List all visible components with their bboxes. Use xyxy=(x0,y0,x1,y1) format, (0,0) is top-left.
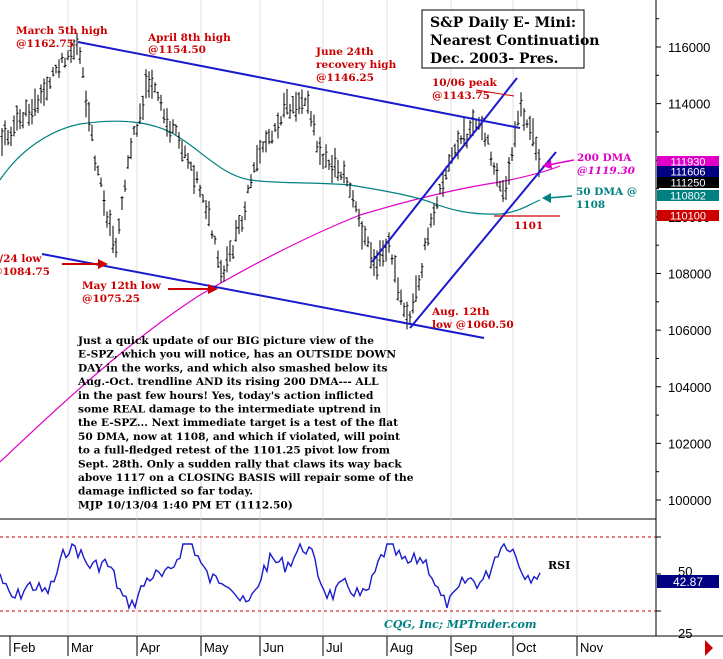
commentary-line: Just a quick update of our BIG picture v… xyxy=(77,335,374,347)
y-tick-label: 100000 xyxy=(668,493,711,508)
ann-oct-peak-2: @1143.75 xyxy=(432,90,490,102)
y-tick-label: 104000 xyxy=(668,380,711,395)
ann-dma200-2: @1119.30 xyxy=(577,165,636,177)
commentary-line: in the past few hours! Yes, today's acti… xyxy=(78,390,374,402)
price-tag-bg xyxy=(657,156,719,167)
x-tick-label: Mar xyxy=(71,640,94,655)
commentary-line: E-SPZ, which you will notice, has an OUT… xyxy=(78,349,396,361)
commentary-line: above 1117 on a CLOSING BASIS will repai… xyxy=(78,472,414,484)
ann-april-high-1: April 8th high xyxy=(147,32,231,44)
rsi-tick-label: 25 xyxy=(678,626,692,641)
price-tag: 111930 xyxy=(670,157,705,169)
arrow-dma200 xyxy=(542,159,575,169)
ann-march-high-2: @1162.75 xyxy=(16,38,74,50)
price-tag-bg xyxy=(657,210,719,221)
month-gridlines xyxy=(67,0,578,636)
commentary: Just a quick update of our BIG picture v… xyxy=(77,335,414,511)
ann-april-high-2: @1154.50 xyxy=(148,44,206,56)
x-tick-label: Jul xyxy=(326,640,343,655)
commentary-line: Sept. 28th. Only a sudden rally that cla… xyxy=(78,458,402,470)
title-line2: Nearest Continuation xyxy=(430,33,599,49)
x-axis: Feb Mar Apr May Jun Jul Aug Sep Oct Nov xyxy=(9,636,604,656)
commentary-line: damage inflicted so far today. xyxy=(78,486,253,498)
ann-june-high-2: recovery high xyxy=(316,59,397,71)
price-tag: 110100 xyxy=(670,211,706,223)
x-tick-label: Apr xyxy=(140,640,161,655)
scroll-right-arrow[interactable] xyxy=(705,640,713,656)
commentary-line: MJP 10/13/04 1:40 PM ET (1112.50) xyxy=(78,499,293,511)
aug-oct-channel-bottom xyxy=(409,151,557,329)
x-tick-label: Feb xyxy=(13,640,35,655)
oct-peak-pointer xyxy=(475,89,515,97)
y-tick-label: 114000 xyxy=(668,97,710,112)
y-tick-label: 102000 xyxy=(668,436,711,451)
ann-pivot: 1101 xyxy=(514,220,543,232)
aug-oct-channel-top xyxy=(371,77,518,263)
commentary-line: some REAL damage to the intermediate upt… xyxy=(78,404,381,416)
ann-oct-peak-1: 10/06 peak xyxy=(432,77,498,89)
title-box xyxy=(421,9,585,69)
x-tick-label: Jun xyxy=(263,640,284,655)
rsi-current-tag-bg xyxy=(657,575,719,588)
price-tag: 111606 xyxy=(670,167,705,179)
title-line3: Dec. 2003- Pres. xyxy=(430,51,559,67)
ann-march-high-1: March 5th high xyxy=(16,25,108,37)
ann-aug-low-1: Aug. 12th xyxy=(431,306,490,318)
y-tick-label: 108000 xyxy=(668,267,711,282)
price-tag: 110802 xyxy=(670,191,706,203)
ann-low-324-2: @1084.75 xyxy=(0,266,50,278)
ann-may-low-1: May 12th low xyxy=(82,280,162,292)
ann-aug-low-2: low @1060.50 xyxy=(432,319,514,331)
title-line1: S&P Daily E- Mini: xyxy=(430,15,576,31)
ann-dma50-1: 50 DMA @ xyxy=(576,186,637,198)
arrow-may-low xyxy=(168,284,218,294)
ann-dma200-1: 200 DMA xyxy=(577,152,632,164)
upper-trendline xyxy=(77,41,521,129)
price-tag-bg xyxy=(657,177,719,188)
commentary-line: DAY in the works, and which also smashed… xyxy=(78,362,387,374)
commentary-line: 50 DMA, now at 1108, and which if violat… xyxy=(78,431,400,443)
price-tag: 111250 xyxy=(670,178,705,190)
ann-low-324-1: 3/24 low xyxy=(0,253,42,265)
price-bars xyxy=(0,32,541,330)
commentary-line: the E-SPZ... Next immediate target is a … xyxy=(78,417,398,429)
x-tick-label: Sep xyxy=(454,640,477,655)
dma50-line xyxy=(0,120,541,215)
x-tick-label: May xyxy=(204,640,229,655)
ann-june-high-3: @1146.25 xyxy=(316,72,374,84)
y-tick-label: 106000 xyxy=(668,323,711,338)
x-tick-label: Oct xyxy=(516,640,537,655)
commentary-line: Aug.-Oct. trendline AND its rising 200 D… xyxy=(77,376,379,388)
x-tick-label: Aug xyxy=(390,640,413,655)
rsi-label: RSI xyxy=(548,559,570,572)
rsi-line xyxy=(0,542,541,611)
commentary-line: to a full-fledged retest of the 1101.25 … xyxy=(78,445,390,457)
ann-june-high-1: June 24th xyxy=(315,46,374,58)
y-tick-label: 116000 xyxy=(668,40,710,55)
credit: CQG, Inc; MPTrader.com xyxy=(384,618,536,631)
lower-trendline xyxy=(41,253,485,339)
price-tag-bg xyxy=(657,166,719,177)
x-tick-label: Nov xyxy=(580,640,604,655)
arrow-low-324 xyxy=(62,259,108,269)
rsi-current-tag: 42.87 xyxy=(673,575,703,589)
arrow-dma50 xyxy=(542,193,573,203)
ann-may-low-2: @1075.25 xyxy=(82,293,140,305)
ann-dma50-2: 1108 xyxy=(576,199,605,211)
price-tag-bg xyxy=(657,190,719,201)
